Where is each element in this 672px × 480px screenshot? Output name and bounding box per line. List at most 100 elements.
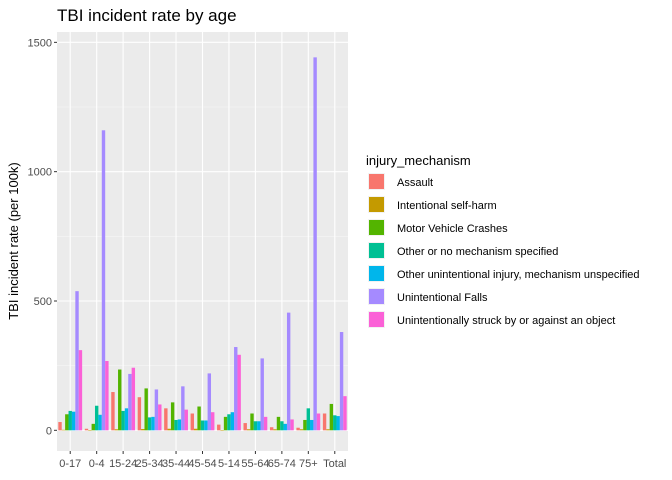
bar [253,421,258,431]
bar [141,429,145,431]
bar [207,373,212,431]
bar [170,402,175,431]
bar [246,429,251,431]
bar [343,396,347,431]
legend-swatch [369,312,384,327]
legend-label: Assault [397,177,433,189]
x-tick-label: 65-74 [268,458,296,470]
bar [322,413,327,431]
y-axis: 0 500 1000 1500 [28,37,57,437]
legend-label: Motor Vehicle Crashes [397,223,508,235]
bar [98,414,102,431]
x-tick-label: 75+ [299,458,318,470]
bar [329,403,334,431]
bar [84,428,89,431]
y-tick-label: 1000 [28,167,52,179]
bar [111,392,115,431]
x-tick-label: 0-17 [59,458,81,470]
bar [147,417,152,431]
legend-swatch [369,220,384,235]
bar [78,350,83,431]
bar [227,414,231,431]
bar [101,130,106,431]
bar [296,427,300,431]
bar [181,386,185,431]
bar [118,369,122,431]
bar [283,423,287,431]
legend: injury_mechanism Assault Intentional self… [366,153,640,328]
bar [197,406,201,431]
bar [217,424,221,431]
bar [336,416,340,431]
x-tick-label: Total [323,458,346,470]
bar [339,332,344,431]
bar [204,420,208,431]
bar [88,430,92,431]
bar [128,373,132,431]
legend-label: Other or no mechanism specified [397,246,558,258]
legend-swatch [369,243,384,258]
bar [280,421,284,431]
bar [177,419,182,431]
bar [257,421,261,431]
bar [286,312,291,431]
bar [151,416,155,431]
bar [234,347,238,431]
bar [154,389,159,431]
bar [211,412,215,431]
legend-swatch [369,197,384,212]
bar [260,358,264,431]
bar [190,413,194,431]
bar [184,409,188,431]
bar [250,413,254,431]
bar [220,430,224,431]
bar [310,419,314,431]
x-tick-label: 0-4 [89,458,105,470]
bars [58,57,347,431]
bar [316,413,321,431]
bar [273,429,277,431]
y-tick-label: 500 [34,296,52,308]
y-axis-title: TBI incident rate (per 100k) [6,162,21,320]
bar [124,408,129,431]
bar [61,429,66,431]
x-tick-label: 25-34 [136,458,164,470]
x-tick-label: 55-64 [241,458,269,470]
bar [164,408,168,431]
legend-swatch [369,174,384,189]
legend-swatch [369,289,384,304]
legend-title: injury_mechanism [366,153,471,168]
x-tick-label: 45-54 [188,458,216,470]
bar [223,416,228,431]
bar [131,367,136,431]
x-tick-label: 5-14 [218,458,240,470]
bar [158,404,162,431]
bar [263,416,268,431]
bar [237,354,241,431]
bar [121,410,125,431]
bar [290,419,294,431]
bar [313,57,317,431]
bar [299,429,304,431]
bar [303,419,307,431]
bar [91,423,95,431]
bar [167,428,171,431]
y-tick-label: 0 [46,425,52,437]
legend-swatch [369,266,384,281]
bar [243,423,247,431]
legend-label: Unintentional Falls [397,292,488,304]
bar [269,427,274,431]
bar [65,414,69,431]
bar [105,360,109,431]
legend-label: Unintentionally struck by or against an … [397,315,615,327]
bar [333,415,337,431]
bar [58,422,62,431]
chart-title: TBI incident rate by age [57,6,237,25]
grid-major [57,32,348,451]
x-tick-label: 35-44 [162,458,190,470]
bar [114,429,119,431]
legend-label: Other unintentional injury, mechanism un… [397,269,640,281]
y-tick-label: 1500 [28,37,52,49]
bar [326,429,330,431]
